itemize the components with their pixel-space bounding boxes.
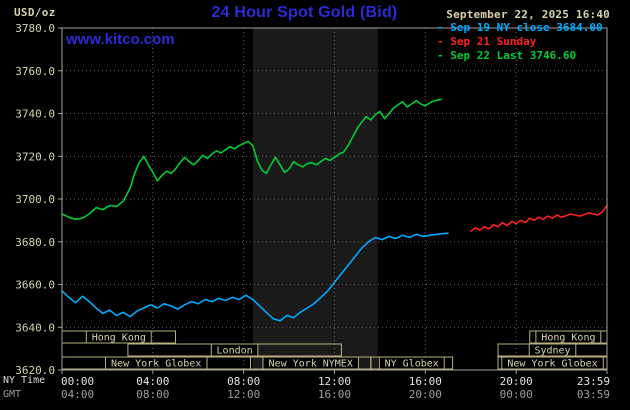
y-tick-label: 3680.0: [15, 236, 55, 249]
ny-day-session-band: [252, 28, 378, 370]
session-label: Hong Kong: [541, 333, 595, 344]
x-label-gmt: 04:00: [61, 388, 94, 401]
ny-time-caption: NY Time: [3, 375, 46, 386]
session-label: New York NYMEX: [269, 359, 353, 370]
session-label-box: [210, 343, 259, 357]
session-label-box: [378, 356, 445, 370]
legend-item-sep19: - Sep 19 NY close 3684.00: [437, 21, 603, 34]
x-label-gmt: 16:00: [318, 388, 351, 401]
x-label-gmt: 00:00: [500, 388, 533, 401]
y-tick-label: 3760.0: [15, 65, 55, 78]
session-label: Hong Kong: [92, 333, 146, 344]
x-label-ny-time: 00:00: [61, 375, 94, 388]
x-label-ny-time: 23:59: [577, 375, 610, 388]
session-label-box: [501, 356, 604, 370]
x-label-gmt: 08:00: [136, 388, 169, 401]
chart-datetime: September 22, 2025 16:40: [446, 8, 610, 21]
chart-title: 24 Hour Spot Gold (Bid): [211, 4, 398, 21]
legend-item-sep22: - Sep 22 Last 3746.60: [437, 49, 577, 62]
session-label-box: [535, 330, 602, 344]
gmt-caption: GMT: [3, 389, 22, 400]
x-label-gmt: 03:59: [577, 388, 610, 401]
price-line-sep22: [61, 98, 443, 221]
x-label-ny-time: 08:00: [227, 375, 260, 388]
x-label-gmt: 12:00: [227, 388, 260, 401]
y-tick-label: 3700.0: [15, 193, 55, 206]
x-label-ny-time: 04:00: [136, 375, 169, 388]
plot-border: [61, 27, 608, 371]
x-label-ny-time: 16:00: [409, 375, 442, 388]
kitco-link[interactable]: www.kitco.com: [66, 31, 175, 48]
session-label-box: [262, 356, 359, 370]
x-label-ny-time: 12:00: [318, 375, 351, 388]
x-label-ny-time: 20:00: [500, 375, 533, 388]
session-label-box: [105, 356, 208, 370]
price-line-sep21: [469, 204, 608, 232]
y-tick-label: 3620.0: [15, 364, 55, 377]
y-tick-label: 3720.0: [15, 150, 55, 163]
session-label: NY Globex: [385, 359, 439, 370]
price-line-sep19: [61, 232, 449, 322]
legend-item-sep21: - Sep 21 Sunday: [437, 35, 537, 48]
x-label-gmt: 20:00: [409, 388, 442, 401]
session-label-box: [528, 343, 577, 357]
session-label: Sydney: [534, 346, 570, 357]
session-label: New York Globex: [507, 359, 597, 370]
session-label: New York Globex: [111, 359, 201, 370]
session-label: London: [217, 346, 253, 357]
session-label-box: [85, 330, 152, 344]
y-tick-label: 3740.0: [15, 108, 55, 121]
chart-legend: - Sep 19 NY close 3684.00- Sep 21 Sunday…: [437, 21, 603, 63]
y-tick-label: 3640.0: [15, 321, 55, 334]
y-axis-units-label: USD/oz: [14, 6, 56, 19]
y-tick-label: 3660.0: [15, 279, 55, 292]
y-tick-label: 3780.0: [15, 22, 55, 35]
